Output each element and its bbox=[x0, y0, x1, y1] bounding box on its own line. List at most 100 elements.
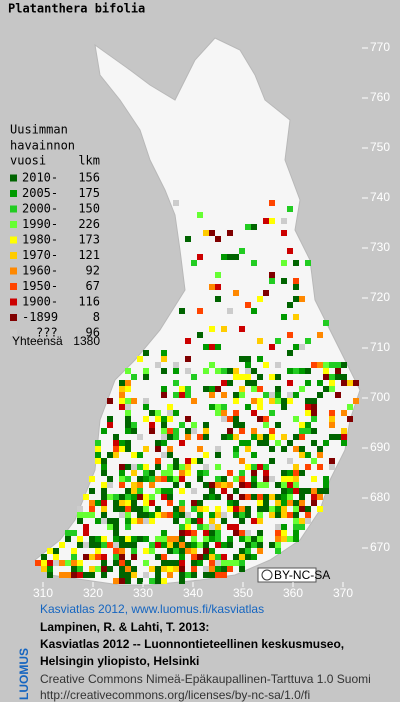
grid-cell bbox=[227, 308, 233, 314]
grid-cell bbox=[227, 254, 233, 260]
grid-cell bbox=[203, 344, 209, 350]
grid-cell bbox=[137, 482, 143, 488]
grid-cell bbox=[263, 500, 269, 506]
y-tick-label: 680 bbox=[370, 490, 390, 504]
grid-cell bbox=[281, 434, 287, 440]
grid-cell bbox=[119, 446, 125, 452]
grid-cell bbox=[143, 518, 149, 524]
grid-cell bbox=[281, 500, 287, 506]
grid-cell bbox=[269, 542, 275, 548]
grid-cell bbox=[311, 416, 317, 422]
grid-cell bbox=[185, 512, 191, 518]
x-tick-label: 350 bbox=[233, 586, 253, 600]
grid-cell bbox=[227, 506, 233, 512]
grid-cell bbox=[155, 578, 161, 584]
grid-cell bbox=[215, 410, 221, 416]
grid-cell bbox=[335, 392, 341, 398]
grid-cell bbox=[125, 536, 131, 542]
grid-cell bbox=[245, 530, 251, 536]
grid-cell bbox=[311, 488, 317, 494]
grid-cell bbox=[53, 548, 59, 554]
grid-cell bbox=[251, 224, 257, 230]
grid-cell bbox=[101, 494, 107, 500]
grid-cell bbox=[329, 362, 335, 368]
grid-cell bbox=[113, 506, 119, 512]
grid-cell bbox=[149, 410, 155, 416]
grid-cell bbox=[173, 518, 179, 524]
grid-cell bbox=[113, 530, 119, 536]
grid-cell bbox=[41, 554, 47, 560]
grid-cell bbox=[239, 440, 245, 446]
grid-cell bbox=[131, 500, 137, 506]
legend-count: 173 bbox=[78, 233, 100, 247]
grid-cell bbox=[203, 428, 209, 434]
grid-cell bbox=[215, 404, 221, 410]
x-tick-label: 320 bbox=[83, 586, 103, 600]
grid-cell bbox=[239, 548, 245, 554]
grid-cell bbox=[131, 470, 137, 476]
grid-cell bbox=[71, 530, 77, 536]
grid-cell bbox=[317, 452, 323, 458]
grid-cell bbox=[287, 458, 293, 464]
grid-cell bbox=[227, 542, 233, 548]
grid-cell bbox=[251, 482, 257, 488]
grid-cell bbox=[167, 572, 173, 578]
grid-cell bbox=[233, 290, 239, 296]
grid-cell bbox=[185, 530, 191, 536]
grid-cell bbox=[149, 428, 155, 434]
grid-cell bbox=[341, 374, 347, 380]
grid-cell bbox=[95, 548, 101, 554]
grid-cell bbox=[125, 518, 131, 524]
grid-cell bbox=[107, 494, 113, 500]
grid-cell bbox=[269, 344, 275, 350]
grid-cell bbox=[281, 494, 287, 500]
grid-cell bbox=[155, 554, 161, 560]
grid-cell bbox=[155, 572, 161, 578]
grid-cell bbox=[131, 488, 137, 494]
grid-cell bbox=[263, 464, 269, 470]
grid-cell bbox=[263, 218, 269, 224]
grid-cell bbox=[257, 386, 263, 392]
grid-cell bbox=[137, 476, 143, 482]
grid-cell bbox=[317, 464, 323, 470]
grid-cell bbox=[239, 512, 245, 518]
grid-cell bbox=[227, 500, 233, 506]
grid-cell bbox=[287, 368, 293, 374]
grid-cell bbox=[299, 344, 305, 350]
grid-cell bbox=[89, 554, 95, 560]
grid-cell bbox=[221, 512, 227, 518]
grid-cell bbox=[305, 428, 311, 434]
grid-cell bbox=[173, 392, 179, 398]
grid-cell bbox=[293, 464, 299, 470]
grid-cell bbox=[227, 230, 233, 236]
grid-cell bbox=[215, 344, 221, 350]
grid-cell bbox=[209, 494, 215, 500]
grid-cell bbox=[305, 506, 311, 512]
grid-cell bbox=[179, 536, 185, 542]
grid-cell bbox=[167, 488, 173, 494]
grid-cell bbox=[287, 500, 293, 506]
grid-cell bbox=[95, 554, 101, 560]
grid-cell bbox=[179, 488, 185, 494]
grid-cell bbox=[173, 380, 179, 386]
grid-cell bbox=[287, 302, 293, 308]
grid-cell bbox=[251, 398, 257, 404]
grid-cell bbox=[179, 500, 185, 506]
legend-swatch bbox=[10, 190, 17, 197]
grid-cell bbox=[281, 530, 287, 536]
grid-cell bbox=[131, 506, 137, 512]
grid-cell bbox=[323, 374, 329, 380]
grid-cell bbox=[149, 500, 155, 506]
legend-swatch bbox=[10, 174, 17, 182]
grid-cell bbox=[203, 464, 209, 470]
grid-cell bbox=[245, 380, 251, 386]
grid-cell bbox=[311, 458, 317, 464]
grid-cell bbox=[275, 338, 281, 344]
grid-cell bbox=[299, 506, 305, 512]
grid-cell bbox=[221, 560, 227, 566]
grid-cell bbox=[119, 380, 125, 386]
grid-cell bbox=[125, 464, 131, 470]
grid-cell bbox=[131, 542, 137, 548]
grid-cell bbox=[203, 452, 209, 458]
